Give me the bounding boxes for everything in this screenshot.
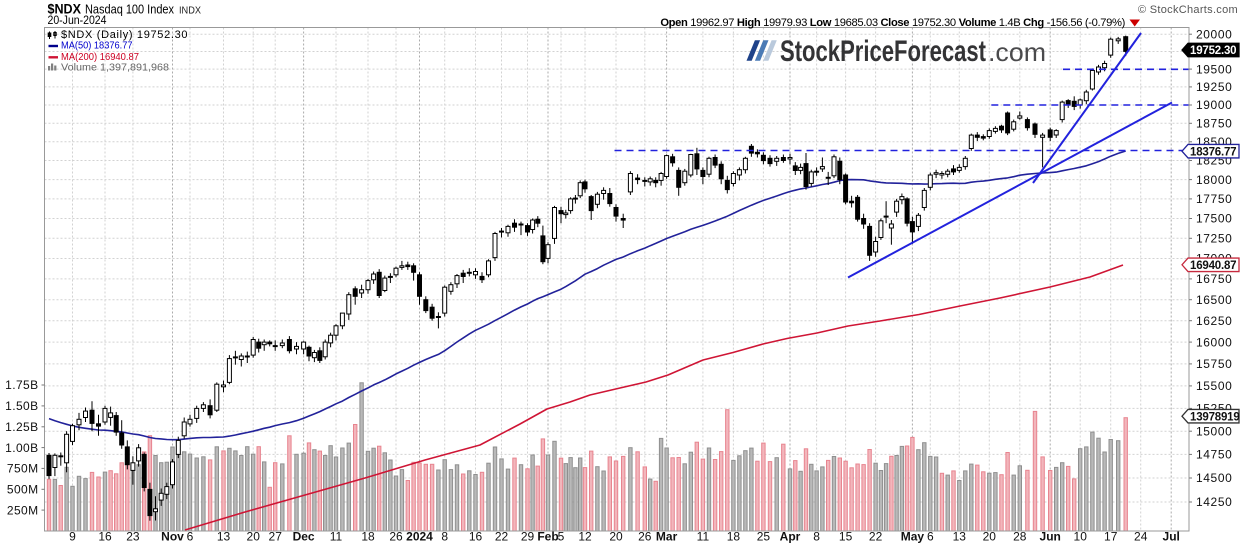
svg-text:15: 15: [839, 530, 853, 544]
svg-text:17250: 17250: [1196, 232, 1232, 246]
svg-text:13: 13: [953, 530, 967, 544]
svg-text:16000: 16000: [1196, 335, 1232, 349]
svg-text:20: 20: [247, 530, 261, 544]
svg-text:1.75B: 1.75B: [5, 378, 38, 392]
svg-text:250M: 250M: [7, 503, 39, 517]
svg-text:750M: 750M: [7, 462, 39, 476]
svg-text:9: 9: [69, 530, 76, 544]
svg-text:14750: 14750: [1196, 448, 1232, 462]
svg-text:23: 23: [126, 530, 140, 544]
svg-text:19000: 19000: [1196, 98, 1232, 112]
svg-text:13978919: 13978919: [1190, 411, 1240, 423]
svg-text:11: 11: [330, 530, 343, 544]
svg-text:Apr: Apr: [780, 530, 801, 544]
svg-text:MA(200) 16940.87: MA(200) 16940.87: [61, 52, 139, 63]
svg-text:25: 25: [757, 530, 771, 544]
svg-text:Mar: Mar: [656, 530, 678, 544]
svg-text:2024: 2024: [406, 530, 433, 544]
svg-text:18750: 18750: [1196, 117, 1232, 131]
svg-text:© StockCharts.com: © StockCharts.com: [1138, 4, 1238, 16]
svg-text:Jun: Jun: [1040, 530, 1061, 544]
svg-text:15000: 15000: [1196, 424, 1232, 438]
svg-text:1.00B: 1.00B: [5, 441, 38, 455]
svg-text:500M: 500M: [7, 483, 39, 497]
svg-text:Jul: Jul: [1163, 530, 1180, 544]
svg-text:8: 8: [813, 530, 820, 544]
svg-text:5: 5: [558, 530, 565, 544]
svg-text:StockPriceForecast: StockPriceForecast: [780, 35, 986, 68]
svg-text:26: 26: [638, 530, 652, 544]
svg-text:1.50B: 1.50B: [5, 399, 38, 413]
svg-text:12: 12: [578, 530, 592, 544]
svg-text:20: 20: [609, 530, 623, 544]
svg-text:17500: 17500: [1196, 212, 1232, 226]
svg-text:22: 22: [869, 530, 883, 544]
svg-text:27: 27: [269, 530, 283, 544]
svg-text:14500: 14500: [1196, 471, 1232, 485]
svg-text:19500: 19500: [1196, 62, 1232, 76]
svg-text:19752.30: 19752.30: [1190, 45, 1236, 57]
svg-text:20: 20: [983, 530, 997, 544]
svg-text:20000: 20000: [1196, 27, 1232, 41]
svg-text:15500: 15500: [1196, 379, 1232, 393]
svg-text:$NDX (Daily) 19752.30: $NDX (Daily) 19752.30: [61, 29, 188, 41]
svg-text:26: 26: [389, 530, 403, 544]
svg-text:20-Jun-2024: 20-Jun-2024: [48, 15, 108, 27]
svg-text:10: 10: [1074, 530, 1088, 544]
svg-text:Nasdaq 100 Index: Nasdaq 100 Index: [85, 2, 175, 16]
svg-text:15750: 15750: [1196, 357, 1232, 371]
svg-text:Nov: Nov: [161, 530, 184, 544]
svg-text:17: 17: [1104, 530, 1118, 544]
svg-text:24: 24: [1134, 530, 1148, 544]
svg-text:11: 11: [697, 530, 710, 544]
svg-text:Feb: Feb: [537, 530, 558, 544]
svg-text:28: 28: [1013, 530, 1027, 544]
svg-text:1.25B: 1.25B: [5, 420, 38, 434]
svg-text:Volume 1,397,891,968: Volume 1,397,891,968: [61, 62, 169, 73]
svg-text:18: 18: [727, 530, 741, 544]
svg-text:17750: 17750: [1196, 192, 1232, 206]
svg-text:16940.87: 16940.87: [1190, 260, 1236, 272]
svg-text:16750: 16750: [1196, 272, 1232, 286]
svg-text:13: 13: [217, 530, 231, 544]
svg-text:18000: 18000: [1196, 173, 1232, 187]
svg-text:May: May: [901, 530, 925, 544]
svg-text:6: 6: [927, 530, 934, 544]
svg-text:8: 8: [441, 530, 448, 544]
svg-text:16500: 16500: [1196, 293, 1232, 307]
svg-text:14250: 14250: [1196, 495, 1232, 509]
svg-text:16: 16: [469, 530, 483, 544]
svg-text:$NDX: $NDX: [48, 1, 82, 16]
svg-text:MA(50) 18376.77: MA(50) 18376.77: [61, 41, 133, 52]
svg-text:29: 29: [521, 530, 535, 544]
svg-text:16: 16: [98, 530, 112, 544]
svg-text:16250: 16250: [1196, 314, 1232, 328]
svg-text:22: 22: [495, 530, 509, 544]
svg-text:18: 18: [361, 530, 375, 544]
svg-text:6: 6: [187, 530, 194, 544]
svg-text:18376.77: 18376.77: [1190, 146, 1236, 158]
svg-text:.com: .com: [988, 37, 1046, 67]
svg-text:Open 19962.97 High 19979.93 Lo: Open 19962.97 High 19979.93 Low 19685.03…: [660, 17, 1125, 29]
svg-text:19250: 19250: [1196, 80, 1232, 94]
svg-text:INDX: INDX: [179, 4, 201, 16]
svg-text:Dec: Dec: [293, 530, 315, 544]
